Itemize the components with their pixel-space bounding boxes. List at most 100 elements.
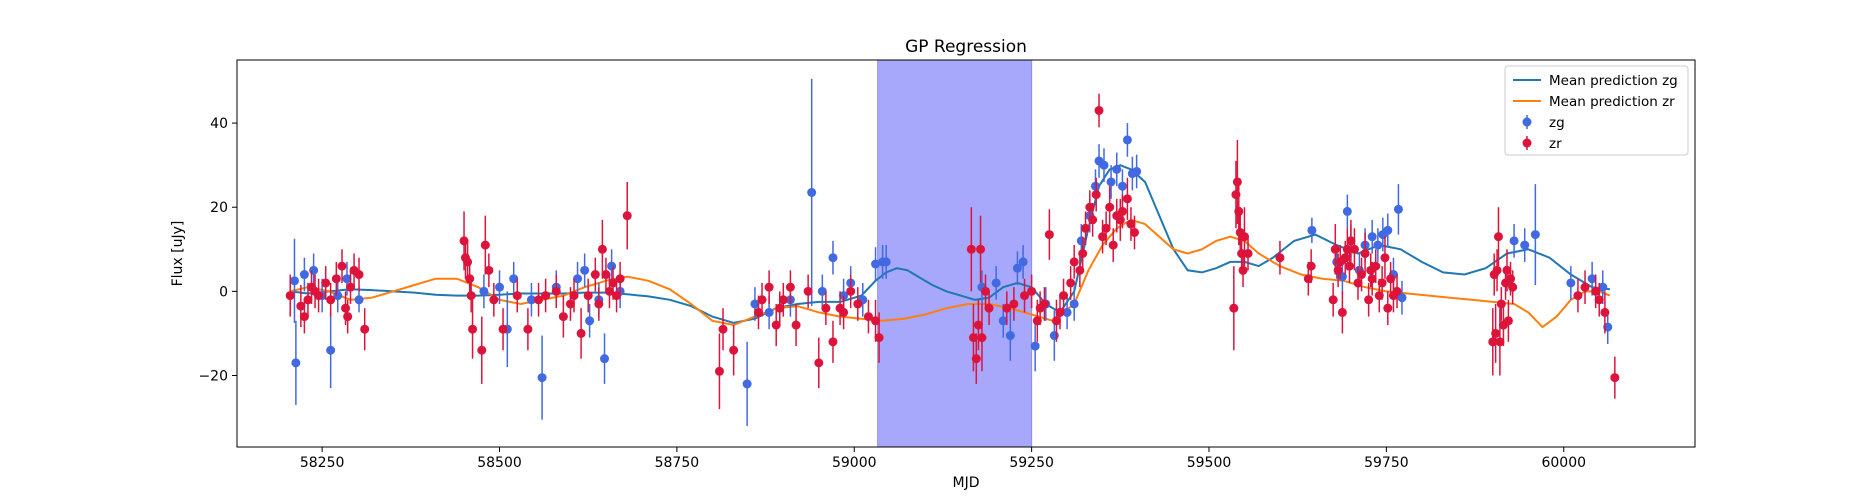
data-point-zr <box>1055 307 1065 317</box>
data-point-zg <box>479 286 489 296</box>
data-point-zr <box>785 282 795 292</box>
y-tick-label: 20 <box>210 200 228 216</box>
y-tick-label: 40 <box>210 116 228 132</box>
data-point-zr <box>1346 236 1356 246</box>
data-point-zg <box>1117 181 1127 191</box>
data-point-zr <box>468 324 478 334</box>
data-point-zr <box>821 303 831 313</box>
data-point-zg <box>1112 164 1122 174</box>
data-point-zr <box>296 301 306 311</box>
data-point-zg <box>299 270 309 280</box>
data-point-zr <box>971 354 981 364</box>
data-point-zr <box>814 358 824 368</box>
data-point-zr <box>465 274 475 284</box>
data-point-zr <box>1333 265 1343 275</box>
data-point-zr <box>512 291 522 301</box>
data-point-zr <box>1020 291 1030 301</box>
data-point-zr <box>863 312 873 322</box>
data-point-zr <box>597 244 607 254</box>
data-point-zr <box>1383 303 1393 313</box>
data-point-zr <box>1367 274 1377 284</box>
data-point-zr <box>757 295 767 305</box>
data-point-zr <box>977 333 987 343</box>
data-point-zr <box>459 236 469 246</box>
data-point-zr <box>1101 223 1111 233</box>
x-tick-label: 58500 <box>477 455 522 471</box>
data-point-zr <box>778 295 788 305</box>
data-point-zg <box>1598 282 1608 292</box>
data-point-zg <box>1383 225 1393 235</box>
data-point-zr <box>791 320 801 330</box>
data-point-zr <box>1380 253 1390 263</box>
data-point-zr <box>1600 307 1610 317</box>
data-point-zr <box>803 286 813 296</box>
data-point-zr <box>1105 202 1115 212</box>
data-point-zr <box>714 366 724 376</box>
legend-label-zg-points: zg <box>1549 115 1565 131</box>
data-point-zr <box>608 278 618 288</box>
data-point-zr <box>1081 223 1091 233</box>
data-point-zg <box>998 316 1008 326</box>
data-point-zg <box>607 261 617 271</box>
data-point-zg <box>817 286 827 296</box>
data-point-zg <box>573 274 583 284</box>
data-point-zr <box>771 320 781 330</box>
data-point-zr <box>1360 249 1370 258</box>
data-point-zr <box>1027 286 1037 296</box>
data-point-zr <box>558 312 568 322</box>
data-point-zg <box>1530 230 1540 240</box>
data-point-zg <box>1566 278 1576 288</box>
legend-swatch-zr-points <box>1522 138 1532 148</box>
data-point-zg <box>881 257 891 267</box>
data-point-zr <box>1002 303 1012 313</box>
x-tick-label: 59250 <box>1009 455 1054 471</box>
data-point-zg <box>1069 299 1079 309</box>
data-point-zr <box>1330 244 1340 254</box>
data-point-zg <box>1062 307 1072 317</box>
x-tick-label: 58750 <box>655 455 700 471</box>
data-point-zr <box>321 278 331 288</box>
legend-label-zg-line: Mean prediction zg <box>1549 73 1678 89</box>
data-point-zr <box>1126 219 1136 229</box>
data-point-zr <box>354 270 364 280</box>
data-point-zr <box>1580 282 1590 292</box>
data-point-zr <box>753 307 763 317</box>
data-point-zg <box>1030 341 1040 351</box>
data-point-zr <box>565 299 575 309</box>
data-point-zr <box>615 274 625 284</box>
x-axis-ticks: 58250 58500 58750 59000 59250 59500 59750 60000 <box>300 447 1586 471</box>
data-point-zg <box>750 299 760 309</box>
data-point-zr <box>360 324 370 334</box>
data-point-zg <box>580 265 590 275</box>
data-point-zr <box>1051 316 1061 326</box>
data-point-zr <box>1340 253 1350 263</box>
plot-frame <box>236 59 1696 448</box>
data-point-zg <box>828 253 838 263</box>
data-point-zg <box>991 278 1001 288</box>
data-point-zr <box>604 286 614 296</box>
legend: Mean prediction zg Mean prediction zr zg zr <box>1504 65 1689 156</box>
data-point-zr <box>590 270 600 280</box>
data-point-zr <box>551 286 561 296</box>
data-point-zg <box>764 307 774 317</box>
data-point-zr <box>981 286 991 296</box>
data-point-zr <box>480 240 490 250</box>
shaded-region-layer <box>877 59 1033 448</box>
data-point-zg <box>600 354 610 364</box>
data-point-zr <box>729 345 739 355</box>
data-point-zg <box>289 276 299 286</box>
data-point-zg <box>509 274 519 284</box>
data-point-zg <box>871 259 881 269</box>
data-point-zg <box>1373 240 1383 250</box>
data-point-zr <box>1238 265 1248 275</box>
data-point-zr <box>871 316 881 326</box>
data-point-zg <box>326 345 336 355</box>
data-point-zr <box>1503 316 1513 326</box>
data-point-zr <box>828 337 838 347</box>
data-point-zr <box>1493 232 1503 242</box>
data-point-zr <box>299 312 309 322</box>
data-point-zr <box>541 291 551 301</box>
data-point-zr <box>1059 291 1069 301</box>
data-point-zr <box>576 328 586 338</box>
y-tick-label: 0 <box>219 284 228 300</box>
